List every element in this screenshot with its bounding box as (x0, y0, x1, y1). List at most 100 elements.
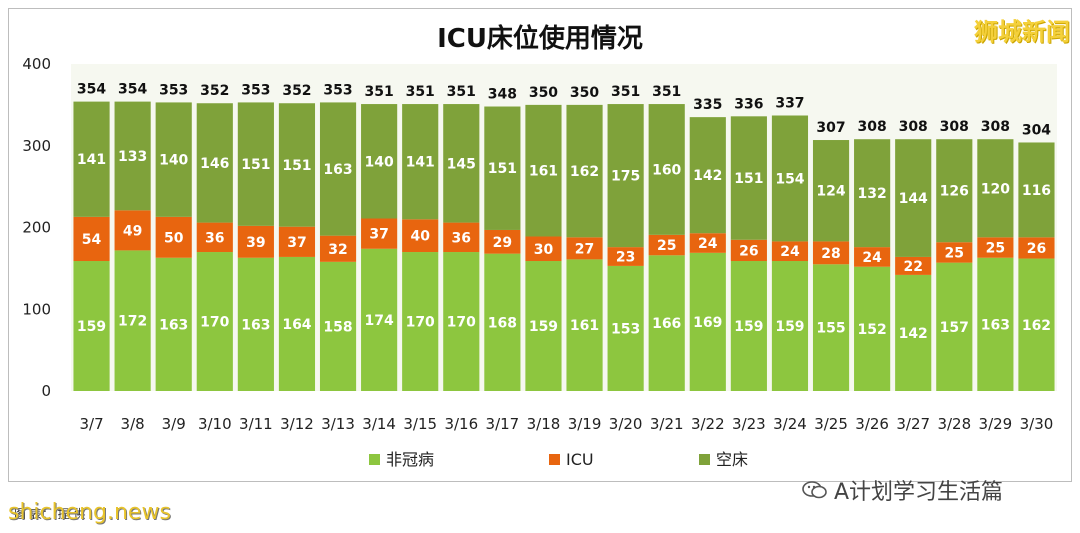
bar-segment-icu (155, 216, 192, 258)
bar-segment-non-covid (237, 257, 274, 391)
data-label: 151 (241, 157, 270, 173)
x-tick-label: 3/17 (486, 415, 520, 433)
bars: 159 54 141 354 172 49 133 354 163 50 140 353 170 36 14… (71, 64, 1057, 391)
bar-segment-empty (155, 102, 192, 217)
y-tick-label: 300 (22, 137, 51, 155)
bar-segment-non-covid (812, 264, 850, 391)
data-label: 54 (82, 232, 102, 248)
bar-segment-icu (196, 222, 233, 253)
bar-segment-icu (566, 237, 603, 260)
bar-segment-empty (278, 103, 316, 227)
bar-segment-empty (566, 104, 603, 238)
bar-segment-empty (196, 103, 233, 223)
data-label: 25 (657, 238, 676, 254)
data-label: 49 (123, 223, 142, 239)
total-label: 351 (611, 84, 640, 100)
bar-segment-empty (361, 104, 398, 219)
y-tick-label: 100 (22, 300, 51, 318)
bar-segment-icu (402, 219, 439, 253)
bar-segment-non-covid (977, 257, 1014, 391)
x-tick-label: 3/8 (121, 415, 145, 433)
data-label: 162 (1022, 318, 1051, 334)
data-label: 161 (529, 164, 558, 180)
bar-segment-icu (977, 237, 1014, 258)
total-label: 353 (241, 82, 270, 98)
total-label: 336 (734, 96, 763, 112)
chart-title: ICU床位使用情况 (437, 23, 643, 54)
bar-segment-non-covid (936, 262, 973, 391)
data-label: 140 (365, 154, 394, 170)
data-label: 169 (693, 315, 722, 331)
x-tick-label: 3/15 (403, 415, 437, 433)
data-label: 132 (858, 186, 887, 202)
data-label: 155 (816, 321, 845, 337)
bar-segment-non-covid (319, 261, 357, 391)
total-label: 350 (570, 85, 599, 101)
data-label: 140 (159, 153, 188, 169)
data-label: 146 (200, 156, 229, 172)
legend: 非冠病 ICU 空床 (369, 450, 748, 469)
bar-segment-non-covid (1018, 258, 1055, 391)
data-label: 162 (570, 164, 599, 180)
total-label: 354 (77, 82, 106, 98)
bar-segment-empty (607, 104, 644, 248)
legend-label: ICU (566, 450, 594, 469)
data-label: 174 (365, 313, 394, 329)
bar-segment-icu (689, 233, 726, 253)
bar-segment-icu (895, 256, 932, 275)
data-label: 39 (246, 235, 265, 251)
total-label: 354 (118, 82, 147, 98)
data-label: 152 (858, 322, 887, 338)
x-tick-label: 3/9 (162, 415, 186, 433)
bar-segment-non-covid (361, 248, 398, 391)
bar-segment-icu (484, 229, 521, 254)
bar-segment-non-covid (771, 261, 809, 391)
total-label: 307 (816, 120, 845, 136)
bar-segment-icu (361, 218, 398, 249)
data-label: 120 (981, 181, 1010, 197)
x-tick-label: 3/22 (691, 415, 725, 433)
bar-segment-empty (484, 106, 521, 230)
bar-segment-icu (854, 247, 891, 267)
bar-segment-icu (319, 235, 357, 262)
x-tick-label: 3/24 (773, 415, 807, 433)
watermark-bottom-left: shicheng.news (8, 500, 171, 525)
total-label: 308 (858, 119, 887, 135)
data-label: 32 (328, 242, 347, 258)
total-label: 352 (282, 83, 311, 99)
data-label: 159 (529, 319, 558, 335)
x-tick-label: 3/10 (198, 415, 232, 433)
data-label: 158 (323, 319, 352, 335)
data-label: 144 (899, 191, 928, 207)
data-label: 124 (816, 184, 845, 200)
bar-segment-non-covid (73, 261, 110, 391)
data-label: 36 (452, 230, 471, 246)
bar-segment-empty (114, 101, 151, 211)
x-tick-label: 3/23 (732, 415, 766, 433)
data-label: 29 (493, 235, 512, 251)
bar-segment-empty (402, 104, 439, 220)
data-label: 163 (981, 317, 1010, 333)
data-label: 133 (118, 149, 147, 165)
data-label: 142 (693, 168, 722, 184)
data-label: 161 (570, 318, 599, 334)
bar-segment-non-covid (648, 255, 685, 391)
watermark-top-right: 狮城新闻 (974, 18, 1070, 46)
data-label: 151 (488, 161, 517, 177)
bar-segment-non-covid (402, 252, 439, 391)
legend-swatch (549, 454, 560, 465)
data-label: 27 (575, 241, 594, 257)
data-label: 163 (323, 162, 352, 178)
bar-segment-non-covid (114, 250, 151, 391)
bar-segment-non-covid (155, 257, 192, 391)
data-label: 24 (780, 244, 800, 260)
total-label: 351 (447, 84, 476, 100)
bar-segment-empty (689, 117, 726, 234)
data-label: 40 (410, 229, 430, 245)
data-label: 37 (287, 235, 306, 251)
data-label: 159 (734, 319, 763, 335)
bar-segment-empty (1018, 142, 1055, 238)
x-tick-label: 3/27 (896, 415, 930, 433)
watermark-bottom-right-text: A计划学习生活篇 (834, 480, 1004, 505)
bar-segment-empty (648, 104, 685, 235)
